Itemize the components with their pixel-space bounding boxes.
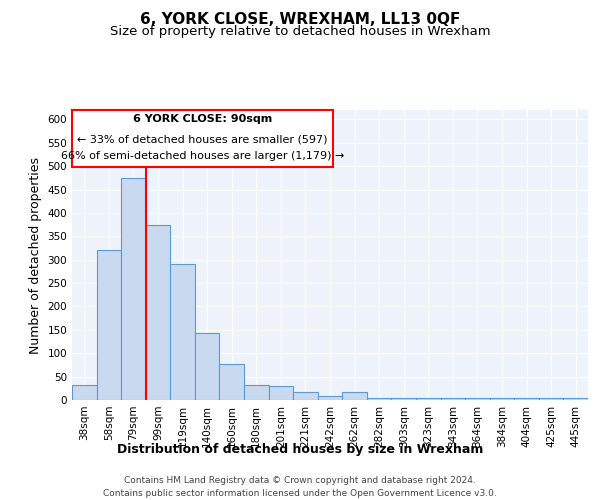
Bar (244, 384, 269, 400)
Bar (97, 250, 121, 400)
Bar (563, 398, 588, 400)
Bar (539, 398, 563, 400)
Bar (367, 398, 391, 400)
Bar (318, 396, 342, 400)
Bar (490, 398, 514, 400)
Bar (514, 398, 539, 400)
Text: 6, YORK CLOSE, WREXHAM, LL13 0QF: 6, YORK CLOSE, WREXHAM, LL13 0QF (140, 12, 460, 28)
Bar (72, 384, 97, 400)
Bar (440, 398, 465, 400)
Bar (269, 386, 293, 400)
Bar (121, 178, 146, 400)
Bar (391, 398, 416, 400)
Text: Contains HM Land Registry data © Crown copyright and database right 2024.: Contains HM Land Registry data © Crown c… (124, 476, 476, 485)
Bar (293, 392, 318, 400)
Bar (342, 392, 367, 400)
Text: Size of property relative to detached houses in Wrexham: Size of property relative to detached ho… (110, 25, 490, 38)
Bar (195, 333, 220, 400)
Text: 66% of semi-detached houses are larger (1,179) →: 66% of semi-detached houses are larger (… (61, 151, 344, 161)
Text: Contains public sector information licensed under the Open Government Licence v3: Contains public sector information licen… (103, 489, 497, 498)
Bar (146, 224, 170, 400)
Text: 6 YORK CLOSE: 90sqm: 6 YORK CLOSE: 90sqm (133, 114, 272, 124)
Bar (465, 398, 490, 400)
Text: Distribution of detached houses by size in Wrexham: Distribution of detached houses by size … (117, 442, 483, 456)
Bar (416, 398, 440, 400)
Bar (170, 264, 195, 400)
Text: ← 33% of detached houses are smaller (597): ← 33% of detached houses are smaller (59… (77, 134, 328, 144)
Bar (220, 364, 244, 400)
Y-axis label: Number of detached properties: Number of detached properties (29, 156, 42, 354)
